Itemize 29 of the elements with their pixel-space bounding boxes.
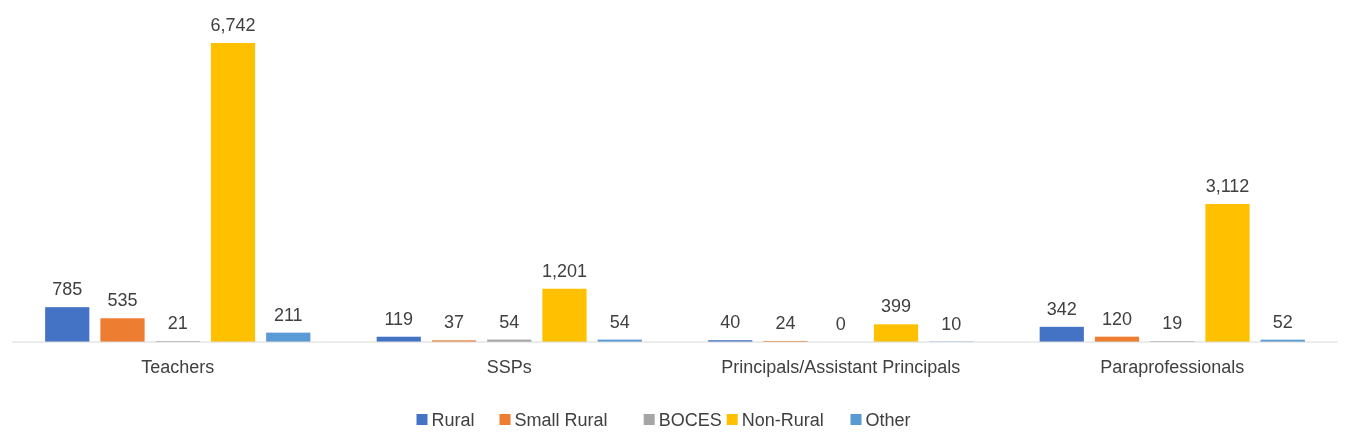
data-label: 3,112 (1205, 175, 1250, 196)
data-label: 6,742 (210, 15, 256, 35)
data-label: 52 (1272, 311, 1293, 332)
data-label: 0 (835, 314, 846, 334)
x-tick-label: SSPs (486, 357, 532, 377)
data-label: 37 (443, 312, 465, 333)
x-tick-label: Principals/Assistant Principals (721, 357, 961, 377)
x-tick-label: Paraprofessionals (1100, 357, 1245, 377)
x-tick-label: Teachers (141, 357, 215, 377)
legend-label: Rural (431, 410, 475, 430)
data-label: 40 (720, 312, 741, 333)
data-label: 119 (384, 308, 414, 329)
data-label: 785 (52, 279, 83, 300)
legend-label: Other (865, 410, 911, 430)
legend-label: Small Rural (514, 410, 608, 430)
data-label: 19 (1162, 313, 1183, 334)
data-label: 1,201 (541, 260, 588, 281)
data-label: 24 (775, 312, 796, 333)
data-label: 399 (880, 296, 912, 317)
data-label: 342 (1046, 298, 1077, 319)
data-label: 54 (499, 311, 520, 332)
legend-label: Non-Rural (741, 410, 824, 430)
data-label: 211 (273, 304, 303, 325)
data-label: 535 (107, 290, 138, 311)
data-label: 21 (167, 313, 188, 334)
data-label: 54 (609, 311, 630, 332)
legend-label: BOCES (658, 410, 722, 430)
data-label: 10 (941, 313, 962, 334)
data-label: 120 (1101, 308, 1133, 329)
